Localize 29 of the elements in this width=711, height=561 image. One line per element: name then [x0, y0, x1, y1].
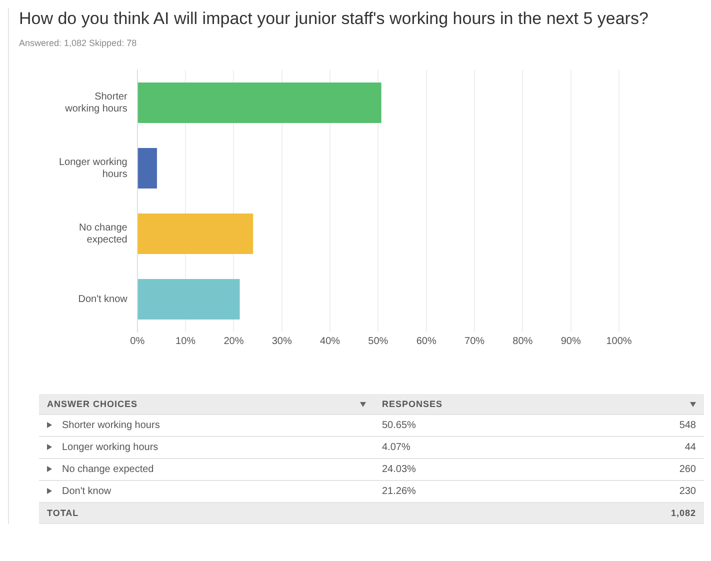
- text: 230: [588, 480, 704, 502]
- y-tick-label: No change expected: [79, 222, 128, 246]
- text: 4.07%: [374, 436, 589, 458]
- x-tick-label: 10%: [176, 336, 196, 347]
- x-tick-label: 0%: [130, 336, 145, 347]
- x-tick-label: 30%: [272, 336, 292, 347]
- y-tick-label: Longer working hours: [59, 157, 128, 180]
- text: 24.03%: [374, 458, 589, 480]
- x-tick-label: 60%: [416, 336, 436, 347]
- text: 21.26%: [374, 480, 589, 502]
- x-tick-label: 20%: [224, 336, 244, 347]
- text: 260: [588, 458, 704, 480]
- x-tick-label: 80%: [512, 336, 533, 347]
- chart-title: How do you think AI will impact your junior staff's working hours in the next 5 years?: [19, 8, 650, 30]
- x-tick-label: 50%: [368, 336, 388, 347]
- text: 50.65%: [374, 414, 589, 436]
- text: 44: [588, 436, 704, 458]
- text: TOTAL: [39, 502, 589, 524]
- x-tick-label: 100%: [606, 336, 632, 347]
- text: RESPONSES: [374, 394, 589, 414]
- x-tick-label: 70%: [464, 336, 485, 347]
- text: ANSWER CHOICES: [39, 394, 338, 414]
- y-tick-label: Don't know: [78, 294, 128, 305]
- x-tick-label: 40%: [320, 336, 340, 347]
- text: 1,082: [588, 502, 704, 524]
- text: Answered: 1,082 Skipped: 78: [19, 38, 138, 48]
- y-tick-label: Shorter working hours: [64, 92, 128, 114]
- text: 548: [588, 414, 704, 436]
- x-tick-label: 90%: [560, 336, 581, 347]
